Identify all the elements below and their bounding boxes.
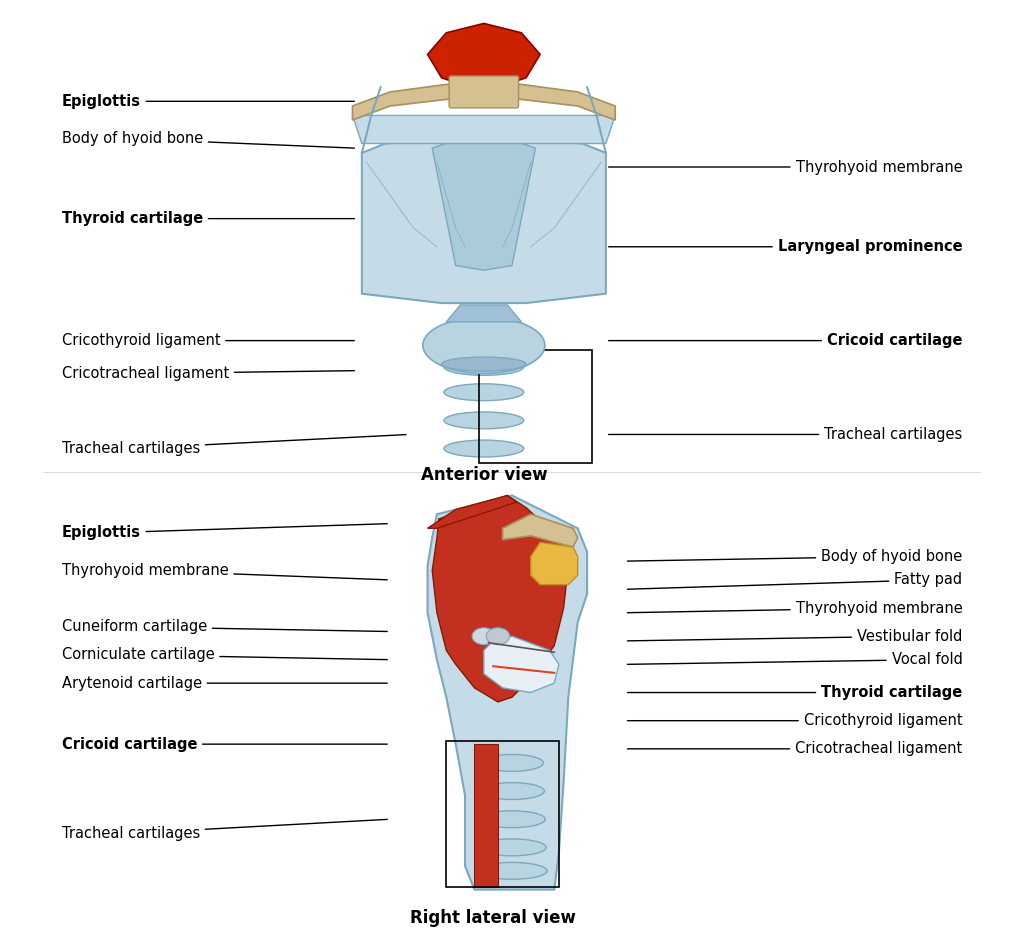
PathPatch shape bbox=[428, 496, 517, 529]
Text: Thyroid cartilage: Thyroid cartilage bbox=[61, 211, 354, 227]
PathPatch shape bbox=[484, 636, 559, 693]
Text: Vestibular fold: Vestibular fold bbox=[628, 629, 963, 644]
PathPatch shape bbox=[446, 305, 521, 322]
Text: Arytenoid cartilage: Arytenoid cartilage bbox=[61, 676, 387, 691]
PathPatch shape bbox=[361, 139, 606, 303]
Ellipse shape bbox=[478, 811, 546, 828]
Text: Body of hyoid bone: Body of hyoid bone bbox=[628, 549, 963, 564]
Text: Cricothyroid ligament: Cricothyroid ligament bbox=[628, 713, 963, 728]
Ellipse shape bbox=[444, 384, 523, 400]
PathPatch shape bbox=[428, 24, 540, 87]
Text: Thyrohyoid membrane: Thyrohyoid membrane bbox=[628, 600, 963, 615]
Ellipse shape bbox=[444, 440, 523, 457]
PathPatch shape bbox=[474, 744, 498, 886]
Bar bbox=[479, 350, 592, 463]
Text: Thyrohyoid membrane: Thyrohyoid membrane bbox=[608, 160, 963, 175]
Text: Corniculate cartilage: Corniculate cartilage bbox=[61, 648, 387, 663]
Ellipse shape bbox=[486, 628, 510, 645]
Text: Tracheal cartilages: Tracheal cartilages bbox=[61, 434, 406, 456]
Text: Cricothyroid ligament: Cricothyroid ligament bbox=[61, 333, 354, 348]
Text: Epiglottis: Epiglottis bbox=[61, 93, 354, 109]
PathPatch shape bbox=[530, 543, 578, 584]
Ellipse shape bbox=[472, 628, 496, 645]
Text: Cricoid cartilage: Cricoid cartilage bbox=[61, 736, 387, 751]
Ellipse shape bbox=[477, 863, 547, 879]
PathPatch shape bbox=[428, 496, 587, 889]
Text: Epiglottis: Epiglottis bbox=[61, 524, 387, 541]
Text: Body of hyoid bone: Body of hyoid bone bbox=[61, 131, 354, 148]
Bar bbox=[446, 741, 559, 886]
PathPatch shape bbox=[432, 496, 568, 702]
Text: Cricotracheal ligament: Cricotracheal ligament bbox=[61, 366, 354, 381]
Ellipse shape bbox=[480, 754, 544, 771]
Ellipse shape bbox=[441, 357, 526, 371]
Ellipse shape bbox=[423, 317, 545, 374]
PathPatch shape bbox=[503, 514, 578, 548]
Ellipse shape bbox=[444, 412, 523, 429]
Text: Laryngeal prominence: Laryngeal prominence bbox=[608, 239, 963, 254]
Text: Cricotracheal ligament: Cricotracheal ligament bbox=[628, 741, 963, 756]
PathPatch shape bbox=[352, 115, 615, 143]
Text: Tracheal cartilages: Tracheal cartilages bbox=[608, 427, 963, 442]
Text: Tracheal cartilages: Tracheal cartilages bbox=[61, 819, 387, 841]
PathPatch shape bbox=[432, 129, 536, 270]
Text: Cuneiform cartilage: Cuneiform cartilage bbox=[61, 619, 387, 634]
Text: Fatty pad: Fatty pad bbox=[628, 572, 963, 589]
Text: Thyrohyoid membrane: Thyrohyoid membrane bbox=[61, 563, 387, 580]
FancyBboxPatch shape bbox=[450, 76, 518, 108]
Ellipse shape bbox=[444, 359, 523, 376]
Text: Cricoid cartilage: Cricoid cartilage bbox=[608, 333, 963, 348]
Text: Right lateral view: Right lateral view bbox=[411, 909, 577, 927]
Ellipse shape bbox=[479, 783, 545, 800]
Ellipse shape bbox=[478, 839, 546, 856]
PathPatch shape bbox=[352, 82, 615, 120]
Text: Thyroid cartilage: Thyroid cartilage bbox=[628, 685, 963, 700]
Text: Anterior view: Anterior view bbox=[421, 466, 547, 484]
Text: Vocal fold: Vocal fold bbox=[628, 652, 963, 667]
